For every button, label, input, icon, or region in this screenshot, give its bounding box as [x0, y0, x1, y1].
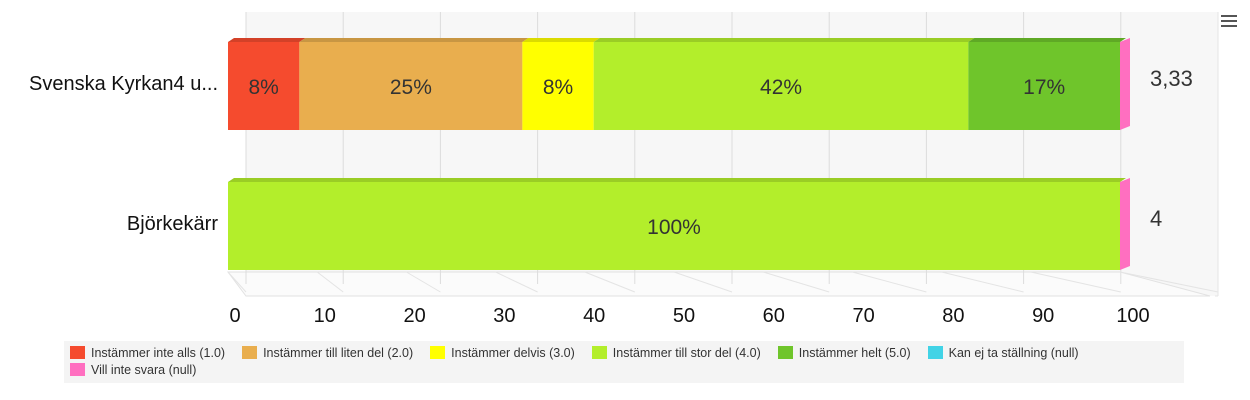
- legend-item[interactable]: Instämmer till liten del (2.0): [242, 344, 413, 361]
- data-label: 8%: [249, 76, 279, 99]
- chart-menu-button[interactable]: [1218, 12, 1240, 30]
- bar-top-face: [968, 38, 1126, 42]
- gridline: [763, 271, 830, 293]
- x-tick-label: 30: [493, 305, 515, 327]
- legend-item[interactable]: Instämmer delvis (3.0): [430, 344, 575, 361]
- chart-area: 0 10 20 30 40 50 60 70 80 90 100 8% 25% 8% 42% 17% 100% …: [29, 12, 1240, 327]
- x-tick-label: 60: [763, 305, 785, 327]
- gridline: [227, 271, 247, 293]
- menu-icon: [1221, 25, 1237, 27]
- bar-top-face: [299, 38, 529, 42]
- data-label: 17%: [1023, 76, 1065, 99]
- bar-end-cap: [1120, 178, 1130, 270]
- legend-swatch: [777, 346, 793, 359]
- x-tick-label: 40: [583, 305, 605, 327]
- menu-icon: [1221, 15, 1237, 17]
- plot-floor: [227, 271, 1211, 297]
- bar-end-cap: [1120, 38, 1130, 130]
- data-label: 100%: [647, 216, 701, 239]
- bar-top-face: [593, 38, 975, 42]
- average-label: 4: [1150, 206, 1163, 231]
- category-label: Björkekärr: [126, 213, 218, 235]
- gridline: [316, 271, 344, 293]
- legend-item[interactable]: Kan ej ta ställning (null): [927, 344, 1079, 361]
- legend-swatch: [242, 346, 258, 359]
- data-label: 8%: [543, 76, 573, 99]
- legend: Instämmer inte alls (1.0) Instämmer till …: [64, 341, 1184, 383]
- legend-item[interactable]: Instämmer helt (5.0): [777, 344, 911, 361]
- x-tick-label: 100: [1116, 305, 1149, 327]
- x-tick-label: 0: [229, 305, 240, 327]
- bar-top-face: [228, 38, 306, 42]
- x-tick-label: 50: [673, 305, 695, 327]
- legend-label: Instämmer helt (5.0): [798, 345, 911, 360]
- bar-top-face: [522, 38, 600, 42]
- bar-segment: [522, 42, 594, 130]
- legend-item[interactable]: Vill inte svara (null): [70, 361, 196, 378]
- gridline: [406, 271, 441, 293]
- gridline: [495, 271, 538, 293]
- legend-swatch: [591, 346, 607, 359]
- legend-swatch: [70, 363, 85, 376]
- menu-icon: [1221, 20, 1237, 22]
- bar-segment: [299, 42, 523, 130]
- legend-swatch: [70, 346, 85, 359]
- bar-segment: [968, 42, 1120, 130]
- legend-swatch: [927, 346, 943, 359]
- legend-swatch: [430, 346, 446, 359]
- gridline: [673, 271, 733, 293]
- x-tick-label: 90: [1032, 305, 1054, 327]
- x-tick-label: 80: [942, 305, 964, 327]
- legend-label: Instämmer till liten del (2.0): [263, 345, 414, 360]
- x-tick-label: 10: [314, 305, 336, 327]
- legend-item[interactable]: Instämmer inte alls (1.0): [70, 344, 225, 361]
- gridline: [1030, 271, 1121, 293]
- legend-item[interactable]: Instämmer till stor del (4.0): [591, 344, 761, 361]
- data-label: 25%: [390, 76, 432, 99]
- x-tick-label: 70: [852, 305, 874, 327]
- chart-plot: 0 10 20 30 40 50 60 70 80 90 100 8% 25% 8% 42% 17% 100%: [227, 12, 1219, 327]
- average-label: 3,33: [1150, 66, 1193, 91]
- gridline: [941, 271, 1024, 293]
- x-tick-label: 20: [403, 305, 425, 327]
- category-label: Svenska Kyrkan4 u...: [29, 73, 218, 95]
- gridline: [584, 271, 635, 293]
- gridline: [852, 271, 927, 293]
- legend-label: Instämmer till stor del (4.0): [612, 345, 761, 360]
- legend-label: Vill inte svara (null): [91, 362, 197, 377]
- gridline: [1119, 271, 1219, 293]
- legend-label: Instämmer delvis (3.0): [451, 345, 575, 360]
- legend-label: Instämmer inte alls (1.0): [91, 345, 226, 360]
- bar-segment: [593, 42, 969, 130]
- bar-top-face: [228, 178, 1126, 182]
- legend-label: Kan ej ta ställning (null): [948, 345, 1079, 360]
- bar-segment: [228, 182, 1120, 270]
- bar-segment: [228, 42, 300, 130]
- data-label: 42%: [760, 76, 802, 99]
